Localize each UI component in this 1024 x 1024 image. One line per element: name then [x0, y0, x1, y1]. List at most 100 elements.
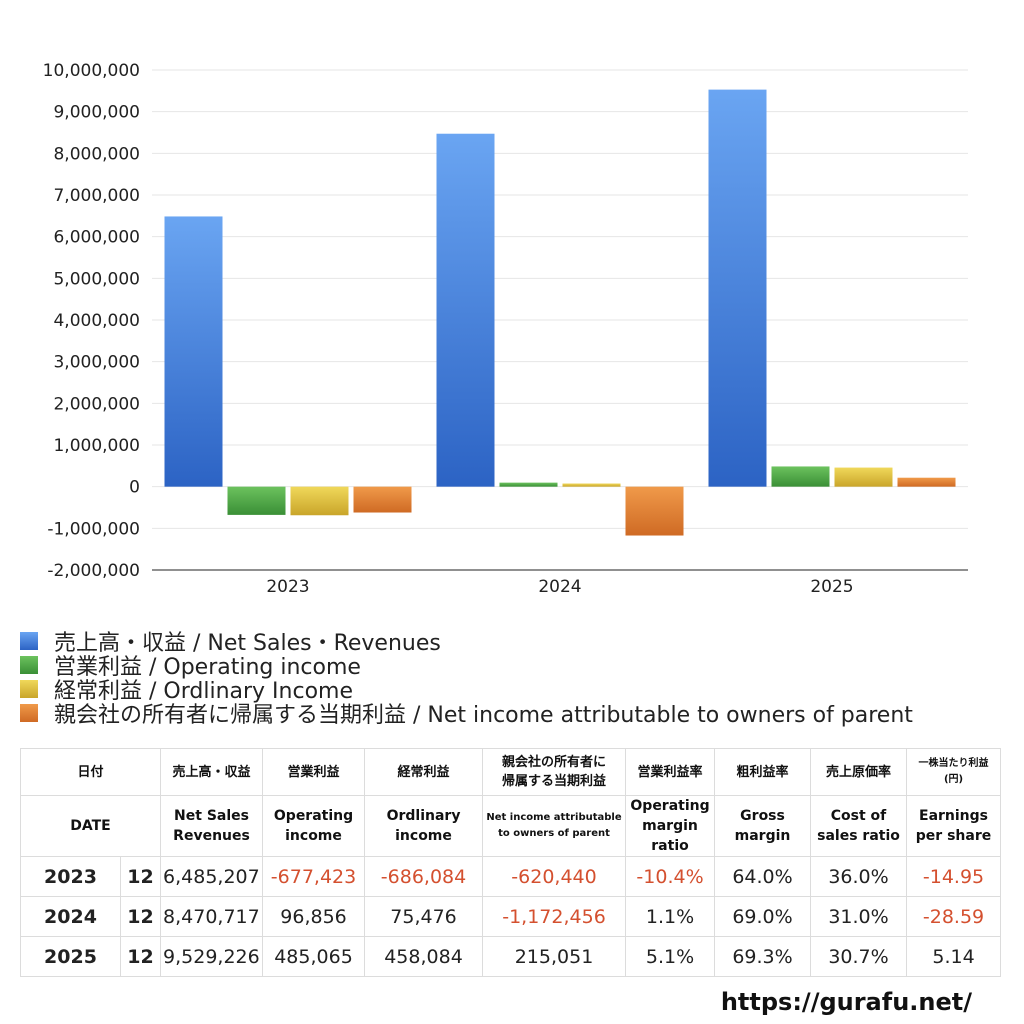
- cell-sales: 8,470,717: [160, 896, 264, 937]
- table-row: 2023 12 6,485,207 -677,423 -686,084 -620…: [20, 856, 1002, 897]
- table-row: 2025 12 9,529,226 485,065 458,084 215,05…: [20, 936, 1002, 977]
- legend-label-operating: 営業利益 / Operating income: [54, 655, 361, 680]
- cell-month: 12: [119, 896, 162, 937]
- legend-item-operating: 営業利益 / Operating income: [20, 653, 913, 680]
- header-date-en: DATE: [19, 795, 162, 857]
- bar-2024-series-2: [562, 483, 621, 487]
- legend-item-sales: 売上高・収益 / Net Sales・Revenues: [20, 629, 913, 656]
- header-eps-jp: 一株当たり利益 (円): [906, 748, 1002, 796]
- table-header-jp: 日付 売上高・収益 営業利益 経常利益 親会社の所有者に 帰属する当期利益 営業…: [19, 748, 1002, 796]
- cell-eps: -28.59: [906, 896, 1002, 937]
- cell-cost: 36.0%: [810, 856, 908, 897]
- header-eps-en: Earnings per share: [906, 795, 1002, 857]
- cell-net: 215,051: [482, 936, 627, 977]
- header-opm-jp: 営業利益率: [625, 748, 716, 796]
- y-tick-label: 8,000,000: [53, 144, 140, 164]
- cell-opm: -10.4%: [625, 856, 716, 897]
- y-tick-label: 10,000,000: [43, 61, 140, 81]
- cell-month: 12: [119, 936, 162, 977]
- cell-ord: -686,084: [364, 856, 484, 897]
- table-header-en: DATE Net Sales Revenues Operating income…: [19, 795, 1002, 857]
- cell-cost: 30.7%: [810, 936, 908, 977]
- y-tick-label: -2,000,000: [47, 561, 140, 581]
- y-tick-label: 5,000,000: [53, 269, 140, 289]
- legend-label-net: 親会社の所有者に帰属する当期利益 / Net income attributab…: [54, 703, 913, 728]
- legend-swatch-ordinary: [20, 680, 38, 698]
- x-tick-label: 2025: [810, 577, 853, 597]
- header-opm-en: Operating margin ratio: [625, 795, 716, 857]
- y-tick-label: 6,000,000: [53, 228, 140, 248]
- header-cost-jp: 売上原価率: [810, 748, 908, 796]
- bar-2025-series-1: [771, 466, 830, 487]
- cell-ord: 75,476: [364, 896, 484, 937]
- chart-legend: 売上高・収益 / Net Sales・Revenues 営業利益 / Opera…: [20, 629, 913, 728]
- cell-gm: 69.0%: [714, 896, 812, 937]
- cell-gm: 69.3%: [714, 936, 812, 977]
- cell-op: -677,423: [262, 856, 366, 897]
- cell-year: 2023: [20, 856, 121, 897]
- bar-2025-series-3: [897, 477, 956, 487]
- cell-year: 2025: [20, 936, 121, 977]
- y-tick-label: 4,000,000: [53, 311, 140, 331]
- x-axis-ticks: 2023 2024 2025: [266, 577, 853, 597]
- bar-2024-series-3: [625, 486, 684, 536]
- bar-2025-series-2: [834, 467, 893, 487]
- bar-2024-series-0: [436, 133, 495, 487]
- y-axis-ticks: 10,000,000 9,000,000 8,000,000 7,000,000 6,0…: [43, 61, 140, 581]
- header-date-jp: 日付: [19, 748, 162, 796]
- cell-cost: 31.0%: [810, 896, 908, 937]
- y-tick-label: -1,000,000: [47, 519, 140, 539]
- y-tick-label: 0: [129, 478, 140, 498]
- header-op-en: Operating income: [262, 795, 366, 857]
- cell-net: -1,172,456: [482, 896, 627, 937]
- table-row: 2024 12 8,470,717 96,856 75,476 -1,172,4…: [20, 896, 1002, 937]
- bar-2024-series-1: [499, 482, 558, 487]
- cell-sales: 6,485,207: [160, 856, 264, 897]
- header-ord-en: Ordlinary income: [364, 795, 484, 857]
- financial-table: 日付 売上高・収益 営業利益 経常利益 親会社の所有者に 帰属する当期利益 営業…: [19, 748, 1002, 977]
- legend-label-sales: 売上高・収益 / Net Sales・Revenues: [54, 631, 441, 656]
- cell-gm: 64.0%: [714, 856, 812, 897]
- cell-net: -620,440: [482, 856, 627, 897]
- cell-op: 485,065: [262, 936, 366, 977]
- cell-opm: 5.1%: [625, 936, 716, 977]
- header-gm-jp: 粗利益率: [714, 748, 812, 796]
- header-cost-en: Cost of sales ratio: [810, 795, 908, 857]
- cell-eps: 5.14: [906, 936, 1002, 977]
- y-tick-label: 9,000,000: [53, 103, 140, 123]
- cell-opm: 1.1%: [625, 896, 716, 937]
- bar-2025-series-0: [708, 89, 767, 487]
- header-gm-en: Gross margin: [714, 795, 812, 857]
- x-tick-label: 2024: [538, 577, 581, 597]
- header-op-jp: 営業利益: [262, 748, 366, 796]
- x-tick-label: 2023: [266, 577, 309, 597]
- header-sales-en: Net Sales Revenues: [160, 795, 264, 857]
- cell-month: 12: [119, 856, 162, 897]
- bar-2023-series-3: [353, 486, 412, 513]
- legend-swatch-sales: [20, 632, 38, 650]
- header-net-en: Net income attributable to owners of par…: [482, 795, 627, 857]
- legend-label-ordinary: 経常利益 / Ordlinary Income: [54, 679, 353, 704]
- header-sales-jp: 売上高・収益: [160, 748, 264, 796]
- y-tick-label: 3,000,000: [53, 353, 140, 373]
- bar-2023-series-2: [290, 486, 349, 516]
- legend-swatch-operating: [20, 656, 38, 674]
- legend-item-net: 親会社の所有者に帰属する当期利益 / Net income attributab…: [20, 701, 913, 728]
- chart-bars: [164, 89, 956, 536]
- cell-ord: 458,084: [364, 936, 484, 977]
- site-url: https://gurafu.net/: [720, 988, 972, 1016]
- y-tick-label: 1,000,000: [53, 436, 140, 456]
- header-ord-jp: 経常利益: [364, 748, 484, 796]
- y-tick-label: 2,000,000: [53, 394, 140, 414]
- cell-year: 2024: [20, 896, 121, 937]
- header-net-jp: 親会社の所有者に 帰属する当期利益: [482, 748, 627, 796]
- bar-2023-series-0: [164, 216, 223, 487]
- cell-sales: 9,529,226: [160, 936, 264, 977]
- bar-chart: 10,000,000 9,000,000 8,000,000 7,000,000 6,0…: [43, 61, 968, 597]
- cell-eps: -14.95: [906, 856, 1002, 897]
- bar-2023-series-1: [227, 486, 286, 515]
- legend-swatch-net: [20, 704, 38, 722]
- legend-item-ordinary: 経常利益 / Ordlinary Income: [20, 677, 913, 704]
- y-tick-label: 7,000,000: [53, 186, 140, 206]
- cell-op: 96,856: [262, 896, 366, 937]
